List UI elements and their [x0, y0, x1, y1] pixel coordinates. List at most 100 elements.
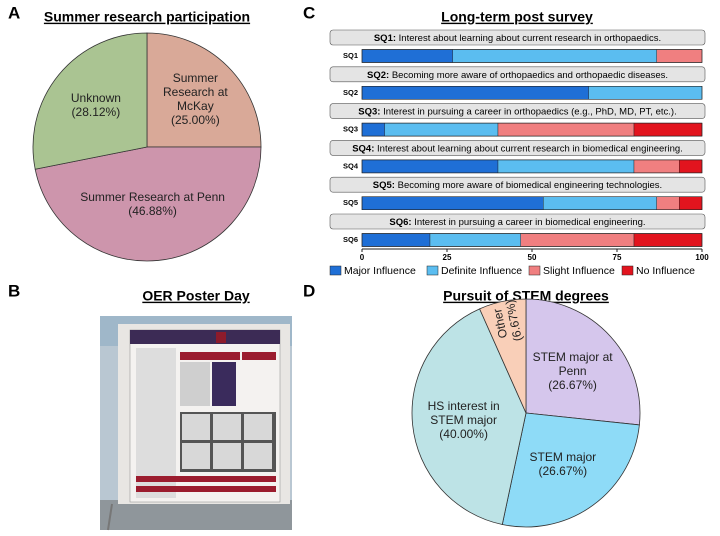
slice-name: Unknown	[70, 91, 121, 106]
slice-value: (40.00%)	[439, 426, 488, 441]
bar-segment	[384, 122, 499, 137]
bar-frame	[361, 49, 703, 63]
question-text: SQ5: Becoming more aware of biomedical e…	[373, 180, 662, 191]
pie-slice	[525, 298, 641, 426]
slice-name: Summer Research at Penn	[80, 189, 225, 204]
pie-slice	[34, 146, 262, 262]
question-text: SQ6: Interest in pursuing a career in bi…	[389, 217, 645, 228]
bar-segment	[361, 159, 499, 174]
legend-swatch	[528, 265, 541, 276]
slice-name: Summer Research at McKay	[163, 70, 228, 113]
panel-label: A	[8, 3, 20, 22]
slice-value: (25.00%)	[171, 112, 220, 127]
slice-name: STEM major at Penn	[532, 350, 613, 379]
slice-name: STEM major	[529, 449, 597, 464]
y-tick-label: SQ5	[343, 198, 358, 207]
bar-segment	[679, 159, 703, 174]
question: Interest in pursuing a career in orthopa…	[383, 106, 677, 117]
y-tick-label: SQ3	[343, 125, 358, 134]
bar-segment	[361, 196, 544, 210]
pie-slice	[479, 298, 527, 414]
legend-swatch	[426, 265, 439, 276]
pie-slice	[501, 412, 640, 528]
panel-label: B	[8, 281, 20, 300]
x-tick-label: 50	[528, 253, 537, 262]
slice-value: (46.88%)	[128, 203, 177, 218]
question: Becoming more aware of biomedical engine…	[398, 180, 663, 191]
question-text: SQ2: Becoming more aware of orthopaedics…	[367, 69, 668, 80]
question-label: SQ1:	[374, 33, 396, 44]
bar-segment	[588, 86, 703, 100]
bar-segment	[361, 49, 453, 63]
bar-segment	[679, 196, 703, 210]
question-text: SQ3: Interest in pursuing a career in or…	[358, 106, 676, 117]
question-text: SQ4: Interest about learning about curre…	[352, 143, 683, 154]
x-tick-label: 25	[443, 253, 452, 262]
legend-label: No Influence	[636, 265, 695, 277]
bar-segment	[497, 122, 635, 137]
legend-label: Definite Influence	[441, 265, 522, 277]
slice-label: HS interest in STEM major (40.00%)	[414, 399, 514, 441]
bar-frame	[361, 86, 703, 100]
pie-slice	[411, 308, 527, 525]
pie-slice	[32, 32, 148, 170]
question: Interest about learning about current re…	[377, 143, 683, 154]
question-box	[329, 140, 706, 156]
legend-label: Slight Influence	[543, 265, 615, 277]
panel-label: D	[303, 281, 315, 300]
bar-segment	[656, 196, 680, 210]
x-tick-label: 75	[613, 253, 622, 262]
bar-segment	[633, 122, 703, 137]
slice-name: HS interest in STEM major	[427, 398, 500, 427]
y-tick-label: SQ6	[343, 235, 358, 244]
photo-title: OER Poster Day	[142, 288, 250, 304]
slice-label: Summer Research at McKay (25.00%)	[155, 71, 235, 127]
legend-swatch	[329, 265, 342, 276]
slice-label: STEM major (26.67%)	[518, 450, 608, 478]
bar-segment	[429, 233, 521, 247]
bar-segment	[633, 233, 703, 247]
bar-segment	[497, 159, 635, 174]
question-box	[329, 29, 706, 46]
bar-frame	[361, 233, 703, 247]
legend-swatch	[621, 265, 634, 276]
question: Interest in pursuing a career in biomedi…	[414, 217, 645, 228]
y-tick-label: SQ4	[343, 161, 359, 170]
slice-value: (26.67%)	[538, 463, 588, 478]
bar-segment	[361, 233, 431, 247]
question-label: SQ2:	[367, 69, 389, 80]
question: Interest about learning about current re…	[399, 33, 661, 44]
chart-title: Summer research participation	[44, 9, 250, 25]
poster-photo	[100, 316, 292, 531]
panel-label: C	[303, 3, 315, 22]
bar-segment	[361, 86, 589, 100]
slice-value: (28.12%)	[71, 105, 121, 120]
bar-segment	[543, 196, 657, 210]
question-label: SQ5:	[373, 180, 395, 191]
question-label: SQ3:	[358, 106, 380, 117]
question-box	[329, 176, 706, 193]
bar-segment	[520, 233, 635, 247]
slice-value: (26.67%)	[548, 378, 597, 393]
question-label: SQ6:	[389, 217, 411, 228]
slice-label: Unknown (28.12%)	[56, 91, 136, 119]
y-tick-label: SQ1	[343, 51, 358, 60]
question: Becoming more aware of orthopaedics and …	[392, 69, 668, 80]
chart-title: Long-term post survey	[441, 9, 593, 25]
y-tick-label: SQ2	[343, 88, 358, 97]
bar-segment	[633, 159, 680, 174]
bar-frame	[361, 159, 703, 174]
bar-frame	[361, 122, 703, 137]
x-tick-label: 100	[695, 253, 709, 262]
question-label: SQ4:	[352, 143, 374, 154]
question-box	[329, 213, 706, 230]
question-box	[329, 103, 706, 119]
x-tick-label: 0	[360, 253, 365, 262]
chart-title: Pursuit of STEM degrees	[443, 288, 609, 304]
bar-frame	[361, 196, 703, 210]
slice-label: STEM major at Penn (26.67%)	[528, 350, 618, 392]
bar-segment	[452, 49, 657, 63]
pie-slice	[146, 32, 262, 148]
